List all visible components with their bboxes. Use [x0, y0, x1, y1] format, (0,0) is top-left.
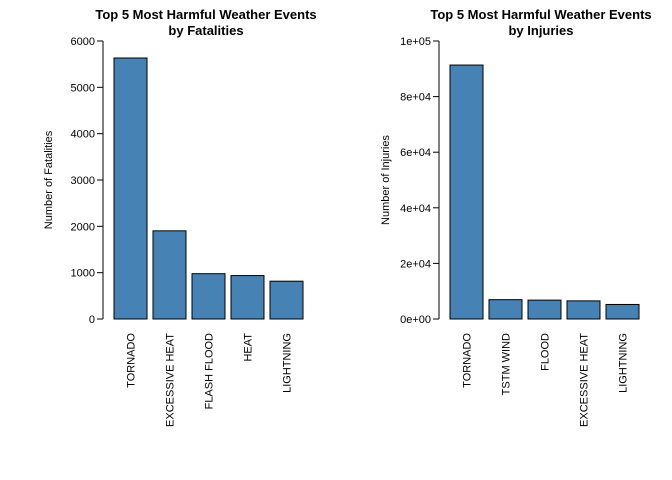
chart-subtitle: by Injuries — [508, 23, 573, 38]
y-tick-label: 4e+04 — [400, 203, 431, 215]
y-tick-label: 3000 — [71, 175, 95, 187]
category-label: EXCESSIVE HEAT — [579, 333, 591, 427]
bar — [191, 273, 226, 320]
category-label: FLOOD — [540, 333, 552, 371]
category-label: HEAT — [243, 333, 255, 362]
y-tick-label: 1e+05 — [400, 36, 431, 48]
y-tick-label: 6000 — [71, 36, 95, 48]
bars — [113, 57, 304, 320]
bar — [152, 230, 187, 320]
bar — [449, 64, 484, 320]
bar — [527, 299, 562, 320]
y-tick-label: 0 — [89, 314, 95, 326]
y-tick-label: 1000 — [71, 268, 95, 280]
bar — [566, 300, 601, 320]
y-tick-label: 2000 — [71, 221, 95, 233]
y-tick-label: 8e+04 — [400, 92, 431, 104]
y-tick-label: 0e+00 — [400, 314, 431, 326]
category-labels: TORNADO EXCESSIVE HEAT FLASH FLOOD HEAT LIGH… — [126, 333, 294, 427]
category-label: TSTM WIND — [501, 333, 513, 395]
y-tick-label: 2e+04 — [400, 258, 431, 270]
chart-title: Top 5 Most Harmful Weather Events — [95, 7, 316, 22]
bar — [113, 57, 148, 320]
bar — [269, 280, 304, 320]
chart-subtitle: by Fatalities — [168, 23, 243, 38]
bar — [605, 303, 640, 320]
category-label: LIGHTNING — [282, 333, 294, 393]
y-axis-ticks: 0e+00 2e+04 4e+04 6e+04 8e+04 1e+05 — [400, 36, 439, 326]
y-tick-label: 5000 — [71, 82, 95, 94]
category-label: LIGHTNING — [618, 333, 630, 393]
injuries-chart: Top 5 Most Harmful Weather Events by Inj… — [380, 7, 652, 427]
y-axis-label: Number of Injuries — [380, 135, 392, 225]
category-labels: TORNADO TSTM WIND FLOOD EXCESSIVE HEAT LIGHT… — [462, 333, 630, 427]
bar — [488, 299, 523, 320]
y-tick-label: 6e+04 — [400, 147, 431, 159]
chart-title: Top 5 Most Harmful Weather Events — [430, 7, 651, 22]
bar — [230, 275, 265, 320]
y-tick-label: 4000 — [71, 129, 95, 141]
bars — [449, 64, 640, 320]
category-label: FLASH FLOOD — [204, 333, 216, 409]
y-axis-label: Number of Fatalities — [43, 130, 55, 229]
category-label: TORNADO — [126, 333, 138, 388]
y-axis-ticks: 0 1000 2000 3000 4000 5000 6000 — [71, 36, 103, 326]
category-label: EXCESSIVE HEAT — [165, 333, 177, 427]
fatalities-chart: Top 5 Most Harmful Weather Events by Fat… — [43, 7, 317, 427]
category-label: TORNADO — [462, 333, 474, 388]
